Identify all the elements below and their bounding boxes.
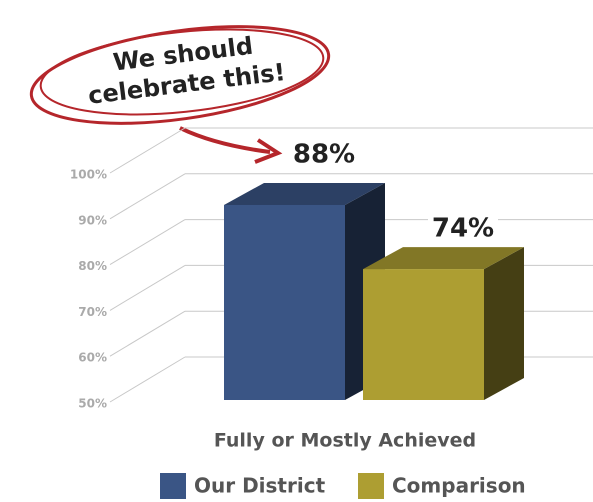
grid-line (110, 128, 185, 173)
y-tick-label: 50% (78, 397, 107, 411)
legend-label: Our District (194, 474, 326, 498)
legend-label: Comparison (392, 474, 526, 498)
annotation-arrow (180, 128, 270, 152)
grid-line (110, 265, 185, 310)
grid-line (110, 220, 185, 265)
bar-side (484, 247, 524, 400)
y-tick-label: 80% (78, 259, 107, 273)
y-tick-label: 90% (78, 213, 107, 227)
value-label: 74% (432, 214, 494, 244)
grid-line (110, 311, 185, 356)
bar (224, 205, 345, 400)
y-tick-label: 60% (78, 351, 107, 365)
chart: We should celebrate this! 50%60%70%80%90… (0, 0, 593, 502)
y-tick-label: 70% (78, 305, 107, 319)
y-tick-label: 100% (70, 168, 107, 182)
grid-line (110, 357, 185, 402)
value-label: 88% (293, 139, 355, 169)
legend-swatch (160, 473, 186, 499)
x-axis-label: Fully or Mostly Achieved (214, 430, 476, 452)
bar (363, 269, 484, 400)
grid-line (110, 174, 185, 219)
legend-swatch (358, 473, 384, 499)
